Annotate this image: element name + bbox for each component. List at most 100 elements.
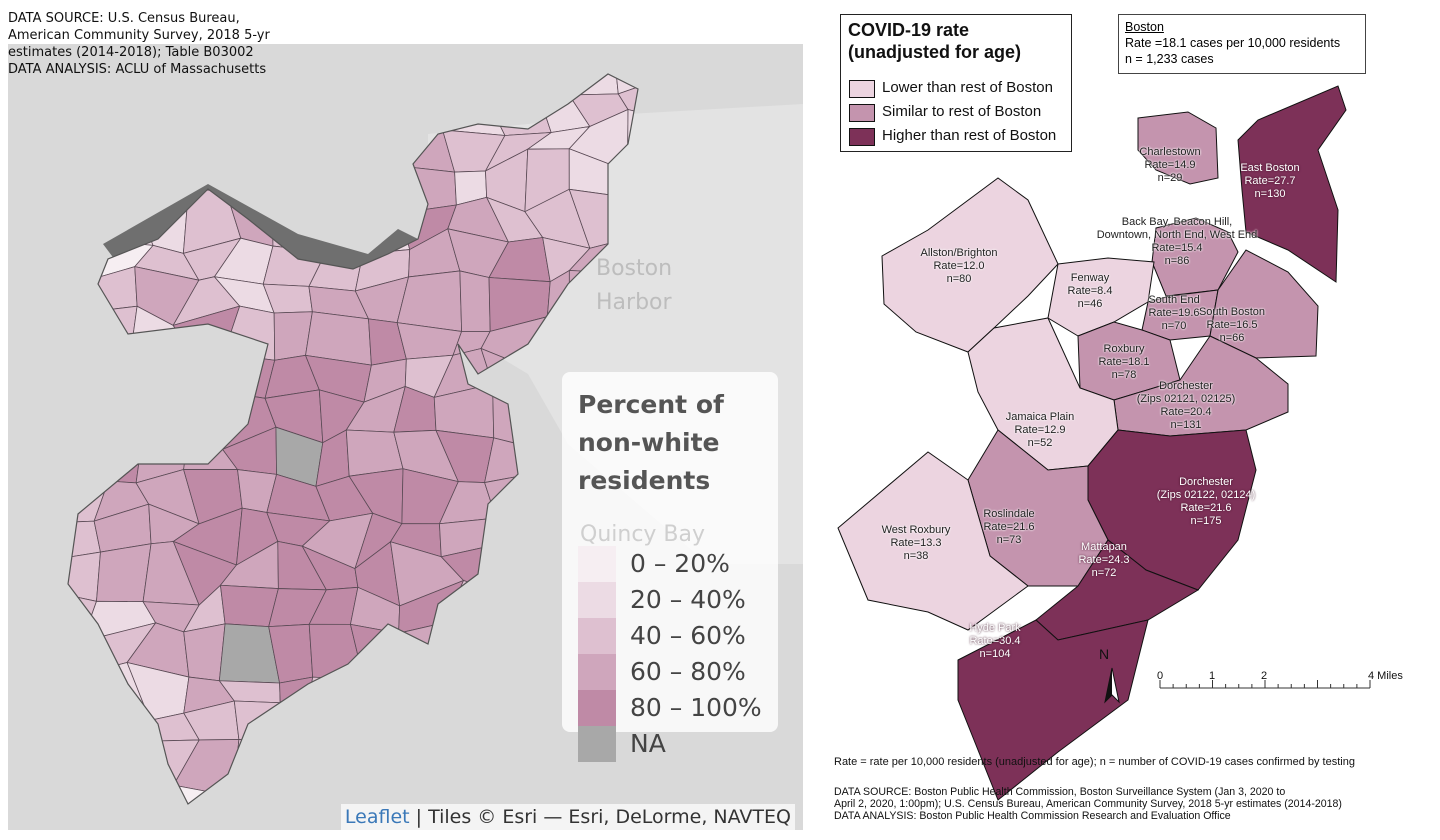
- harbor-label-line1: Boston: [596, 256, 673, 281]
- census-tract[interactable]: [183, 623, 226, 682]
- legend-item-label: 40 – 60%: [630, 621, 746, 650]
- legend-swatch: [578, 582, 616, 618]
- neighborhood-label: West Roxbury Rate=13.3 n=38: [882, 524, 951, 563]
- neighborhood-label-line: Back Bay, Beacon Hill,: [1121, 216, 1233, 228]
- neighborhood-label-line: n=46: [1077, 298, 1103, 310]
- legend-item-label: 20 – 40%: [630, 585, 746, 614]
- legend-title: Percent of non-white residents: [578, 386, 724, 500]
- boston-summary-box: Boston Rate =18.1 cases per 10,000 resid…: [1118, 14, 1366, 74]
- neighborhood-label: Mattapan Rate=24.3 n=72: [1078, 541, 1129, 580]
- scale-bar: [1159, 680, 1371, 689]
- summary-heading: Boston: [1125, 20, 1164, 34]
- legend-item-0-20: 0 – 20%: [578, 546, 768, 582]
- legend-swatch: [578, 546, 616, 582]
- left-source-line: American Community Survey, 2018 5-yr: [8, 28, 270, 43]
- census-tract[interactable]: [220, 584, 279, 628]
- neighborhood-shape[interactable]: [881, 177, 1059, 353]
- neighborhood-label-line: n=73: [996, 534, 1022, 546]
- neighborhood-shape[interactable]: [837, 451, 1029, 631]
- neighborhood-label-line: n=70: [1161, 320, 1187, 332]
- census-tract[interactable]: [96, 543, 152, 603]
- legend-swatch: [578, 726, 616, 762]
- legend-item-label: Lower than rest of Boston: [882, 79, 1053, 96]
- neighborhood-label: East Boston Rate=27.7 n=130: [1240, 162, 1299, 201]
- legend-item-40-60: 40 – 60%: [578, 618, 768, 654]
- neighborhood-label: Back Bay, Beacon Hill, Downtown, North En…: [1097, 216, 1258, 268]
- legend-swatch: [849, 80, 875, 98]
- legend-title-line: Percent of: [578, 390, 724, 419]
- neighborhood-label-line: Jamaica Plain: [1005, 411, 1075, 423]
- neighborhood-label-line: Rate=15.4: [1151, 242, 1203, 254]
- legend-title-line: residents: [578, 466, 711, 495]
- legend-item-label: Similar to rest of Boston: [882, 103, 1042, 120]
- north-label: N: [1099, 646, 1110, 662]
- left-data-source: DATA SOURCE: U.S. Census Bureau, America…: [8, 10, 270, 78]
- neighborhood-label: Roslindale Rate=21.6 n=73: [983, 508, 1034, 547]
- neighborhood-label: Dorchester (Zips 02122, 02124) Rate=21.6 n=…: [1157, 476, 1255, 528]
- neighborhood-shape[interactable]: [1151, 217, 1239, 297]
- legend-swatch: [578, 654, 616, 690]
- neighborhood-shape[interactable]: [957, 619, 1149, 801]
- neighborhood-label: South End Rate=19.6 n=70: [1148, 294, 1199, 333]
- neighborhood-label: Hyde Park Rate=30.4 n=104: [969, 622, 1020, 661]
- neighborhood-label: Jamaica Plain Rate=12.9 n=52: [1006, 411, 1074, 450]
- neighborhood-label-line: Downtown, North End, West End: [1096, 229, 1258, 241]
- leaflet-link[interactable]: Leaflet: [344, 806, 410, 828]
- covid-rate-legend: COVID-19 rate (unadjusted for age) Lower…: [840, 14, 1072, 152]
- neighborhood-label-line: n=86: [1164, 255, 1190, 267]
- neighborhood-label-line: Rate=21.6: [983, 521, 1035, 533]
- neighborhood-label-line: Fenway: [1070, 272, 1110, 284]
- neighborhood-label-line: n=52: [1027, 437, 1053, 449]
- legend-item-label: 80 – 100%: [630, 693, 762, 722]
- neighborhood-label-line: West Roxbury: [881, 524, 951, 536]
- scale-tick-label: 0: [1157, 670, 1164, 682]
- map-attribution: Leaflet | Tiles © Esri — Esri, DeLorme, …: [340, 804, 795, 830]
- neighborhood-label-line: n=29: [1157, 172, 1183, 184]
- legend-title-line: non-white: [578, 428, 720, 457]
- census-tract[interactable]: [459, 270, 491, 332]
- neighborhood-label-line: Mattapan: [1081, 541, 1127, 553]
- neighborhood-label-line: n=175: [1190, 515, 1222, 527]
- neighborhood-label-line: Rate=18.1: [1098, 356, 1150, 368]
- neighborhood-label-line: Dorchester: [1159, 380, 1213, 392]
- legend-item-80-100: 80 – 100%: [578, 690, 768, 726]
- census-tract[interactable]: [617, 75, 669, 120]
- neighborhood-label-line: Rate=13.3: [890, 537, 942, 549]
- charles-river: [103, 184, 428, 272]
- legend-item-label: NA: [630, 729, 666, 758]
- neighborhood-label-line: Rate=14.9: [1144, 159, 1196, 171]
- neighborhood-label-line: Rate=27.7: [1244, 175, 1296, 187]
- north-arrow-fill: [1105, 668, 1112, 702]
- neighborhood-label-line: Rate=12.0: [933, 260, 985, 272]
- neighborhood-label-line: Rate=21.6: [1180, 502, 1232, 514]
- neighborhood-label-line: (Zips 02121, 02125): [1136, 393, 1236, 405]
- neighborhood-shape[interactable]: [1047, 257, 1155, 337]
- legend-swatch: [578, 690, 616, 726]
- neighborhood-label-line: n=130: [1254, 188, 1286, 200]
- left-source-line: DATA ANALYSIS: ACLU of Massachusetts: [8, 62, 267, 77]
- neighborhood-shapes: [837, 85, 1347, 801]
- neighborhood-label-line: Hyde Park: [969, 622, 1021, 634]
- neighborhood-shape[interactable]: [1237, 85, 1347, 283]
- legend-title-line: COVID-19 rate: [848, 20, 970, 40]
- summary-rate: Rate =18.1 cases per 10,000 residents: [1125, 36, 1341, 50]
- neighborhood-label-line: (Zips 02122, 02124): [1156, 489, 1256, 501]
- neighborhood-label-line: South Boston: [1198, 306, 1266, 318]
- legend-item-label: 0 – 20%: [630, 549, 730, 578]
- right-source-line: April 2, 2020, 1:00pm); U.S. Census Bure…: [834, 798, 1342, 810]
- census-tract[interactable]: [345, 429, 404, 477]
- percent-nonwhite-legend: Percent of non-white residents Quincy Ba…: [562, 372, 778, 762]
- neighborhood-label-line: Rate=12.9: [1014, 424, 1066, 436]
- neighborhood-label: Fenway Rate=8.4 n=46: [1068, 272, 1113, 311]
- neighborhood-label-line: Rate=24.3: [1078, 554, 1130, 566]
- right-source-line: DATA ANALYSIS: Boston Public Health Comm…: [834, 810, 1231, 822]
- left-source-line: estimates (2014-2018); Table B03002: [8, 45, 254, 60]
- right-data-source: DATA SOURCE: Boston Public Health Commis…: [834, 786, 1342, 822]
- neighborhood-label-line: n=66: [1219, 332, 1245, 344]
- rate-footnote: Rate = rate per 10,000 residents (unadju…: [834, 756, 1355, 768]
- scale-tick-label: 1: [1209, 670, 1216, 682]
- neighborhood-label-line: Allston/Brighton: [920, 247, 998, 259]
- neighborhood-shape[interactable]: [1137, 111, 1219, 185]
- quincy-bay-label: Quincy Bay: [580, 522, 706, 547]
- neighborhood-label-line: East Boston: [1240, 162, 1300, 174]
